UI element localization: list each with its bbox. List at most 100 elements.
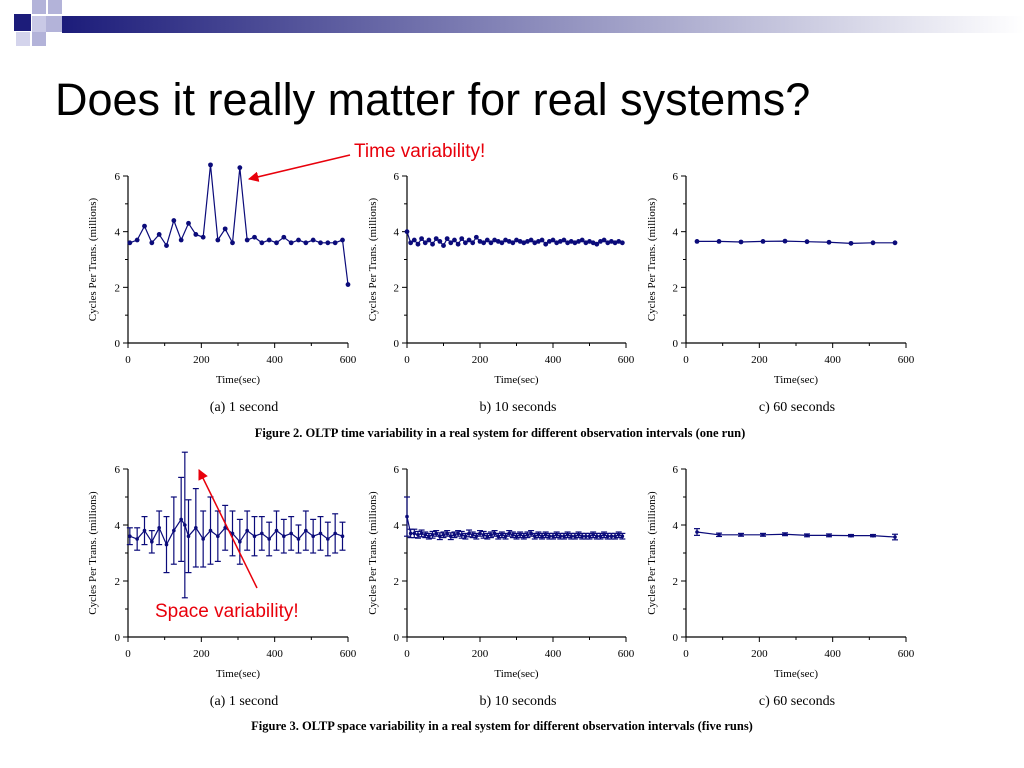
fig2-c-data-point — [892, 240, 898, 246]
fig3-b-data-point — [598, 534, 603, 538]
fig3-b-data-point — [576, 533, 581, 537]
fig3-b-data-point — [489, 533, 493, 537]
fig3-a-data-point — [216, 534, 220, 538]
fig2-b-data-point — [517, 239, 523, 244]
fig2-b-data-point — [433, 236, 439, 242]
fig3-b-data-point — [449, 534, 453, 538]
fig2-a-data-point — [149, 240, 155, 246]
fig3-b-data-point — [587, 534, 592, 538]
fig3-b-data-point — [616, 533, 621, 537]
fig3-a-xtick-label: 0 — [125, 648, 131, 660]
fig2-b-data-point — [448, 240, 454, 246]
fig3-b-data-point — [438, 534, 442, 538]
fig2-a-data-point — [230, 240, 235, 246]
fig2-b-xtick-label: 400 — [545, 354, 562, 366]
deco-square-dark-2 — [46, 16, 62, 32]
fig2-b-ytick-label: 0 — [394, 338, 400, 350]
fig2-b-data-point — [484, 237, 490, 243]
fig3-b-data-point — [511, 533, 515, 537]
fig3-c-data-point — [805, 533, 809, 538]
fig3-b-data-point — [543, 533, 548, 537]
fig2-b-data-point — [463, 240, 468, 246]
fig3-a-xtick-label: 200 — [193, 648, 210, 660]
fig2-c-data-point — [826, 239, 832, 245]
fig2-b-data-point — [550, 237, 556, 243]
fig2-b-xlabel: Time(sec) — [494, 374, 539, 386]
fig2-b-data-point — [404, 229, 410, 235]
fig3-b-ytick-label: 0 — [394, 632, 400, 644]
fig3-b-data-point — [558, 534, 563, 538]
fig2-b-data-point — [587, 239, 592, 244]
fig2-a-data-point — [200, 234, 206, 240]
fig3-b-data-point — [562, 534, 566, 538]
fig3-c-data-point — [695, 530, 699, 534]
fig2-b-data-point — [473, 234, 479, 240]
fig3-b-data-point — [470, 533, 475, 537]
fig2-b-data-point — [441, 243, 446, 248]
deco-square-light-2 — [32, 16, 48, 32]
fig3-a-data-point — [142, 528, 147, 533]
fig2-a-data-point — [296, 237, 301, 243]
fig3-a-subtitle: (a) 1 second — [210, 694, 278, 709]
fig2-b-data-point — [481, 240, 487, 246]
figure-2-caption: Figure 2. OLTP time variability in a rea… — [255, 426, 746, 440]
deco-square-light-5 — [16, 32, 30, 46]
fig3-a-data-point — [201, 537, 205, 541]
fig3-b-data-point — [427, 534, 431, 538]
fig2-b-data-point — [543, 241, 549, 247]
fig2-a-data-point — [134, 237, 140, 243]
fig3-b-ylabel: Cycles Per Trans. (millions) — [367, 491, 379, 615]
fig2-b-data-point — [619, 240, 625, 246]
fig3-b-data-point — [580, 534, 584, 538]
fig2-b-data-point — [532, 240, 538, 246]
fig3-b-data-point — [507, 531, 512, 536]
fig3-b-data-point — [525, 533, 530, 537]
time-variability-arrow — [247, 154, 351, 182]
fig2-c-data-point — [782, 238, 788, 244]
fig2-b-data-point — [510, 240, 516, 246]
fig2-b-data-point — [452, 237, 457, 243]
fig2-a-xlabel: Time(sec) — [216, 374, 261, 386]
fig2-a-data-point — [164, 243, 169, 248]
fig2-b-data-point — [466, 237, 472, 243]
fig2-c-xtick-label: 0 — [683, 354, 689, 366]
fig3-a-data-point — [186, 534, 191, 538]
fig3-a-data-point — [289, 531, 293, 536]
fig2-b-data-point — [514, 237, 519, 243]
deco-square-dark-1 — [14, 14, 31, 31]
fig3-a-data-point — [296, 537, 301, 541]
fig3-a-xlabel: Time(sec) — [216, 668, 261, 680]
fig3-b-data-point — [492, 531, 497, 536]
deco-square-light-4 — [32, 32, 46, 46]
fig2-b-ytick-label: 2 — [394, 282, 400, 294]
fig2-a-data-point — [332, 240, 338, 246]
fig2-a-data-point — [237, 165, 243, 171]
fig2-b-data-point — [495, 239, 501, 244]
fig3-b-data-point — [416, 533, 420, 537]
fig2-c-ytick-label: 0 — [673, 338, 679, 350]
fig3-b-ytick-label: 4 — [394, 520, 400, 532]
fig3-a-xtick-label: 400 — [266, 648, 283, 660]
fig2-c-ytick-label: 6 — [673, 171, 679, 183]
fig3-a-ytick-label: 6 — [115, 464, 121, 476]
fig2-b-data-point — [576, 239, 581, 244]
fig2-a-data-point — [127, 240, 133, 246]
fig3-b-data-point — [496, 534, 501, 538]
fig2-c-xtick-label: 200 — [751, 354, 768, 366]
fig2-b-data-point — [525, 239, 530, 244]
fig3-a-data-point — [252, 534, 257, 538]
fig2-b-data-point — [521, 240, 527, 246]
fig3-c-data-point — [739, 533, 743, 537]
fig3-a-data-point — [157, 526, 161, 530]
fig3-b-data-point — [529, 531, 533, 536]
fig2-b-data-point — [583, 240, 589, 246]
fig3-a-data-point — [223, 526, 227, 530]
fig3-c-ytick-label: 0 — [673, 632, 679, 644]
fig2-b-data-point — [528, 237, 534, 243]
fig3-a-data-point — [179, 517, 183, 522]
fig3-a-data-point — [304, 528, 308, 533]
fig2-c-data-point — [694, 239, 700, 244]
fig2-b-data-point — [408, 240, 414, 246]
fig2-b-data-point — [459, 236, 465, 242]
fig3-a-data-point — [326, 537, 330, 541]
